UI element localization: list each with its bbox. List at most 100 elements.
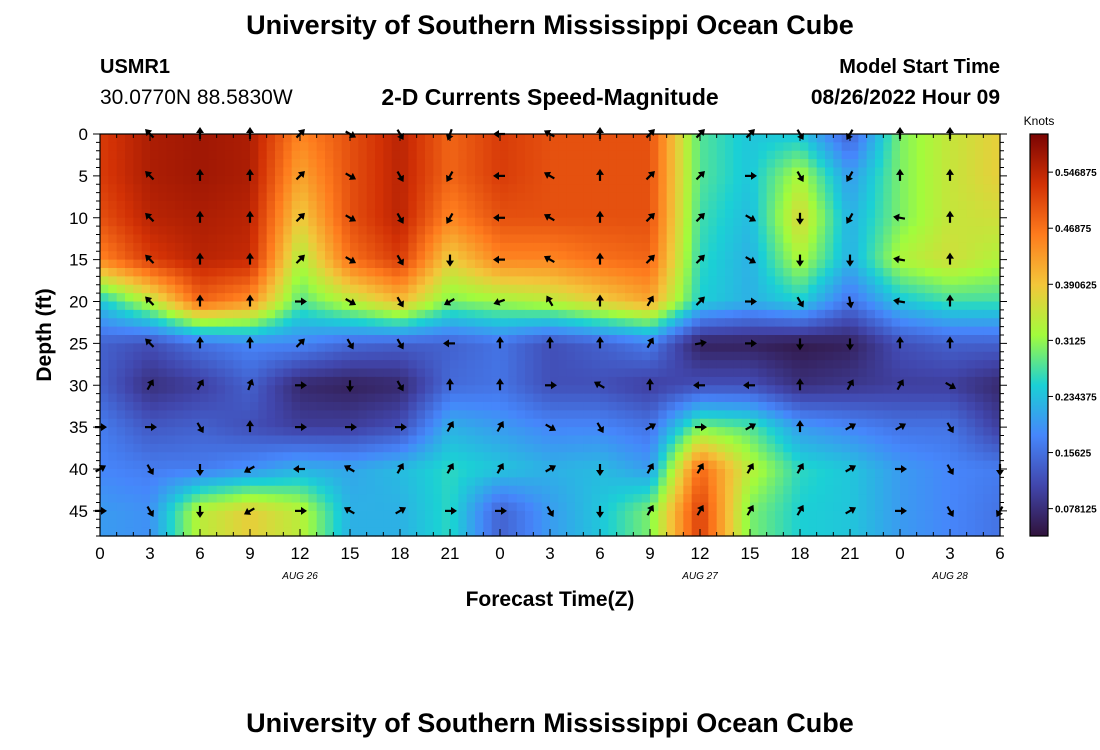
heatmap-cell bbox=[125, 184, 134, 194]
heatmap-cell bbox=[458, 184, 468, 194]
heatmap-cell bbox=[100, 360, 109, 370]
heatmap-cell bbox=[166, 477, 176, 487]
heatmap-cell bbox=[425, 159, 434, 169]
heatmap-cell bbox=[508, 201, 518, 210]
heatmap-cell bbox=[408, 192, 418, 202]
heatmap-cell bbox=[241, 443, 251, 453]
heatmap-cell bbox=[208, 385, 218, 395]
heatmap-cell bbox=[225, 242, 234, 252]
heatmap-cell bbox=[733, 351, 743, 361]
heatmap-cell bbox=[308, 368, 318, 378]
heatmap-cell bbox=[500, 150, 509, 160]
heatmap-cell bbox=[441, 402, 451, 411]
heatmap-cell bbox=[158, 519, 168, 529]
heatmap-cell bbox=[225, 343, 234, 353]
heatmap-cell bbox=[416, 159, 426, 169]
heatmap-cell bbox=[358, 368, 368, 378]
heatmap-cell bbox=[283, 234, 293, 244]
heatmap-cell bbox=[391, 477, 401, 487]
heatmap-cell bbox=[491, 452, 501, 462]
heatmap-cell bbox=[916, 393, 926, 403]
heatmap-cell bbox=[291, 469, 301, 478]
heatmap-cell bbox=[408, 301, 418, 311]
heatmap-cell bbox=[650, 301, 659, 311]
heatmap-cell bbox=[241, 175, 251, 185]
heatmap-cell bbox=[283, 293, 293, 303]
heatmap-cell bbox=[566, 343, 576, 353]
heatmap-cell bbox=[966, 485, 976, 495]
heatmap-cell bbox=[466, 251, 476, 261]
heatmap-cell bbox=[433, 435, 443, 445]
heatmap-cell bbox=[658, 335, 668, 344]
heatmap-cell bbox=[275, 276, 284, 286]
heatmap-cell bbox=[625, 485, 634, 495]
heatmap-cell bbox=[666, 510, 676, 520]
heatmap-cell bbox=[883, 452, 893, 462]
heatmap-cell bbox=[708, 293, 718, 303]
heatmap-cell bbox=[841, 134, 851, 143]
heatmap-cell bbox=[591, 427, 601, 437]
heatmap-cell bbox=[816, 268, 826, 277]
heatmap-cell bbox=[808, 150, 818, 160]
heatmap-cell bbox=[975, 201, 984, 210]
heatmap-cell bbox=[108, 502, 118, 512]
heatmap-cell bbox=[850, 242, 859, 252]
heatmap-cell bbox=[116, 293, 126, 303]
heatmap-cell bbox=[516, 192, 526, 202]
heatmap-cell bbox=[275, 443, 284, 453]
heatmap-cell bbox=[533, 175, 543, 185]
heatmap-cell bbox=[266, 167, 276, 177]
heatmap-cell bbox=[266, 427, 276, 437]
heatmap-cell bbox=[791, 469, 801, 478]
heatmap-cell bbox=[233, 393, 243, 403]
heatmap-cell bbox=[516, 452, 526, 462]
heatmap-cell bbox=[433, 284, 443, 294]
heatmap-cell bbox=[166, 242, 176, 252]
heatmap-cell bbox=[350, 494, 359, 504]
heatmap-cell bbox=[133, 477, 143, 487]
heatmap-cell bbox=[725, 284, 734, 294]
heatmap-cell bbox=[466, 293, 476, 303]
heatmap-cell bbox=[416, 150, 426, 160]
heatmap-cell bbox=[216, 326, 226, 336]
heatmap-cell bbox=[341, 150, 351, 160]
heatmap-cell bbox=[783, 376, 793, 386]
heatmap-cell bbox=[658, 251, 668, 261]
heatmap-cell bbox=[433, 142, 443, 152]
heatmap-cell bbox=[950, 494, 959, 504]
heatmap-cell bbox=[558, 427, 568, 437]
heatmap-cell bbox=[800, 360, 809, 370]
heatmap-cell bbox=[183, 402, 193, 411]
heatmap-cell bbox=[666, 443, 676, 453]
heatmap-cell bbox=[483, 192, 493, 202]
heatmap-cell bbox=[741, 410, 751, 420]
heatmap-cell bbox=[716, 167, 726, 177]
heatmap-cell bbox=[575, 184, 584, 194]
heatmap-cell bbox=[908, 309, 918, 319]
heatmap-cell bbox=[258, 159, 268, 169]
heatmap-cell bbox=[183, 276, 193, 286]
heatmap-cell bbox=[441, 343, 451, 353]
heatmap-cell bbox=[683, 217, 693, 227]
heatmap-cell bbox=[550, 217, 559, 227]
heatmap-cell bbox=[408, 402, 418, 411]
heatmap-cell bbox=[633, 226, 643, 236]
heatmap-cell bbox=[183, 485, 193, 495]
heatmap-cell bbox=[108, 368, 118, 378]
heatmap-cell bbox=[775, 410, 784, 420]
heatmap-cell bbox=[841, 293, 851, 303]
heatmap-cell bbox=[683, 410, 693, 420]
heatmap-cell bbox=[183, 519, 193, 529]
heatmap-cell bbox=[141, 393, 151, 403]
heatmap-cell bbox=[666, 460, 676, 470]
heatmap-cell bbox=[325, 469, 334, 478]
heatmap-cell bbox=[933, 393, 943, 403]
heatmap-cell bbox=[625, 284, 634, 294]
heatmap-cell bbox=[150, 209, 159, 219]
heatmap-cell bbox=[791, 276, 801, 286]
heatmap-cell bbox=[708, 502, 718, 512]
heatmap-cell bbox=[758, 201, 768, 210]
heatmap-cell bbox=[916, 293, 926, 303]
heatmap-cell bbox=[200, 284, 209, 294]
heatmap-cell bbox=[841, 510, 851, 520]
